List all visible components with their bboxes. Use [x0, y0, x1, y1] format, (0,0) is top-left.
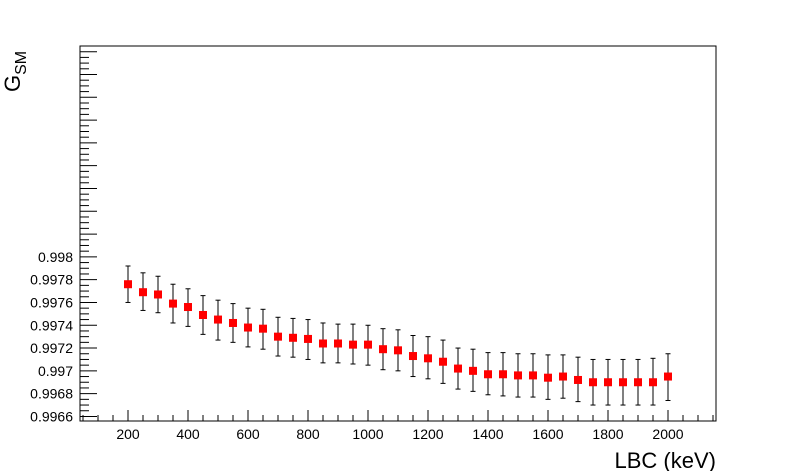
y-tick-label: 0.9974	[30, 317, 73, 333]
x-tick-label: 600	[236, 426, 260, 442]
plot-frame	[79, 45, 717, 422]
x-axis-ticks	[82, 410, 714, 421]
y-axis-ticks	[80, 45, 97, 417]
data-point	[229, 318, 237, 327]
y-tick-label: 0.9978	[30, 272, 73, 288]
data-point	[139, 288, 147, 297]
x-tick-label: 2000	[652, 426, 683, 442]
data-point	[649, 378, 657, 387]
y-tick-label: 0.998	[38, 249, 73, 265]
data-point	[169, 299, 177, 308]
data-point	[244, 323, 252, 332]
data-point	[664, 372, 672, 381]
y-tick-label: 0.9976	[30, 294, 73, 310]
data-point	[619, 378, 627, 387]
data-point	[559, 372, 567, 381]
data-point	[199, 310, 207, 319]
data-point	[304, 334, 312, 343]
data-point	[154, 290, 162, 299]
data-point	[259, 324, 267, 333]
x-tick-label: 1000	[352, 426, 383, 442]
y-tick-label: 0.997	[38, 363, 73, 379]
data-point	[484, 370, 492, 379]
data-point	[349, 340, 357, 349]
data-point	[634, 378, 642, 387]
data-point	[394, 346, 402, 355]
x-tick-label: 400	[176, 426, 200, 442]
data-point	[499, 370, 507, 379]
x-axis-title: LBC (keV)	[615, 448, 716, 471]
x-tick-label: 1200	[412, 426, 443, 442]
y-tick-label: 0.9972	[30, 340, 73, 356]
data-point	[574, 375, 582, 384]
data-point	[544, 373, 552, 382]
data-point	[364, 340, 372, 349]
x-axis-tick-labels: 200 400 600 800 1000 1200 1400 1600 1800 2000	[116, 426, 683, 442]
x-tick-label: 800	[296, 426, 320, 442]
data-point	[604, 378, 612, 387]
data-point	[334, 339, 342, 348]
x-tick-label: 1800	[592, 426, 623, 442]
y-axis-title: GSM	[0, 51, 30, 92]
data-point	[529, 371, 537, 380]
data-point	[289, 333, 297, 342]
data-point	[274, 332, 282, 341]
data-point	[319, 339, 327, 348]
y-axis-tick-labels: 0.9966 0.9968 0.997 0.9972 0.9974 0.9976 0.997…	[30, 249, 73, 425]
x-tick-label: 200	[116, 426, 140, 442]
data-point	[589, 378, 597, 387]
y-axis-title-main: G	[0, 75, 25, 92]
data-point	[424, 354, 432, 363]
data-point	[214, 315, 222, 324]
data-point	[124, 280, 132, 289]
y-tick-label: 0.9966	[30, 408, 73, 424]
y-axis-title-sub: SM	[13, 51, 30, 75]
x-tick-label: 1400	[472, 426, 503, 442]
data-point	[469, 366, 477, 375]
data-point	[184, 303, 192, 312]
data-point	[514, 371, 522, 380]
x-tick-label: 1600	[532, 426, 563, 442]
data-point	[454, 364, 462, 373]
data-point	[409, 352, 417, 361]
data-point	[439, 357, 447, 366]
data-markers	[124, 280, 672, 387]
y-tick-label: 0.9968	[30, 386, 73, 402]
data-point	[379, 345, 387, 354]
